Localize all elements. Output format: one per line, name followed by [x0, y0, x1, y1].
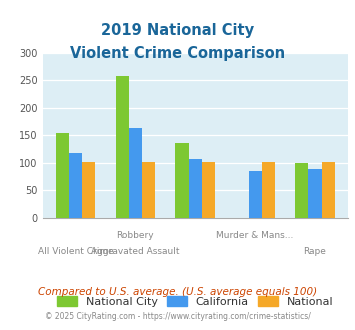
Text: Violent Crime Comparison: Violent Crime Comparison	[70, 46, 285, 61]
Bar	[69, 153, 82, 218]
Bar	[116, 76, 129, 218]
Bar	[202, 162, 215, 218]
Text: Rape: Rape	[304, 248, 326, 256]
Legend: National City, California, National: National City, California, National	[57, 296, 333, 307]
Bar	[82, 162, 95, 218]
Text: Aggravated Assault: Aggravated Assault	[91, 248, 180, 256]
Bar	[175, 143, 189, 218]
Text: Murder & Mans...: Murder & Mans...	[217, 231, 294, 240]
Bar	[56, 133, 69, 218]
Bar	[308, 169, 322, 218]
Bar	[142, 162, 155, 218]
Bar	[248, 171, 262, 218]
Bar	[322, 162, 335, 218]
Text: Robbery: Robbery	[116, 231, 154, 240]
Bar	[189, 159, 202, 218]
Bar	[129, 128, 142, 218]
Bar	[295, 163, 308, 218]
Bar	[262, 162, 275, 218]
Text: Compared to U.S. average. (U.S. average equals 100): Compared to U.S. average. (U.S. average …	[38, 287, 317, 297]
Text: 2019 National City: 2019 National City	[101, 23, 254, 38]
Text: © 2025 CityRating.com - https://www.cityrating.com/crime-statistics/: © 2025 CityRating.com - https://www.city…	[45, 312, 310, 321]
Text: All Violent Crime: All Violent Crime	[38, 248, 113, 256]
